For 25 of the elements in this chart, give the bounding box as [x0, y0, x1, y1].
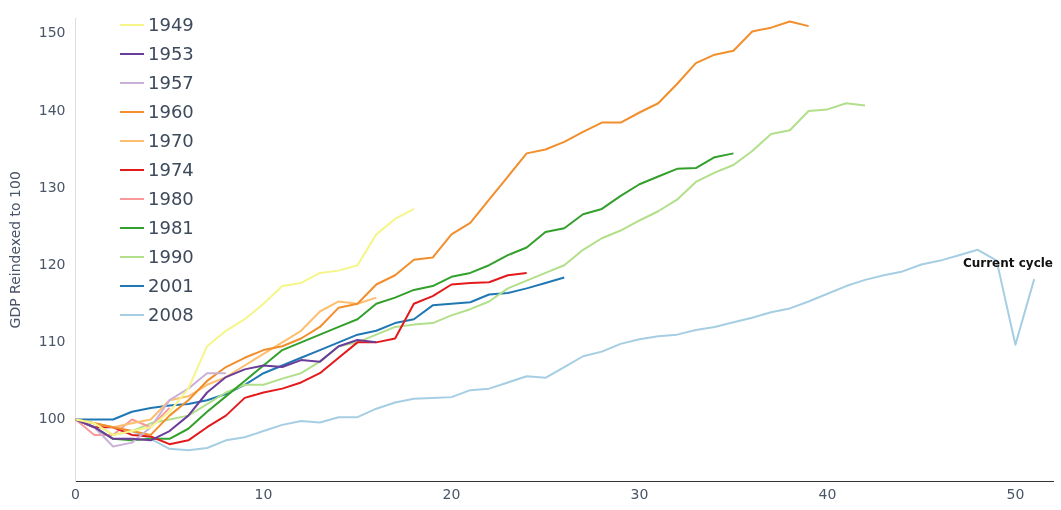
legend-label: 1960 — [148, 101, 194, 122]
legend-label: 1949 — [148, 14, 194, 35]
legend-label: 2008 — [148, 304, 194, 325]
y-tick-label: 150 — [38, 24, 66, 41]
legend-label: 1990 — [148, 246, 194, 267]
legend-label: 1981 — [148, 217, 194, 238]
annotation: Current cycle — [962, 256, 1054, 271]
legend-label: 1980 — [148, 188, 194, 209]
legend-label: 1953 — [148, 43, 194, 64]
x-tick-label: 40 — [818, 486, 837, 503]
y-axis-title: GDP Reindexed to 100 — [7, 171, 24, 329]
x-tick-label: 10 — [254, 486, 273, 503]
y-tick-label: 140 — [38, 101, 66, 118]
legend-label: 1974 — [148, 159, 194, 180]
x-tick-label: 30 — [630, 486, 649, 503]
y-tick-label: 130 — [38, 178, 66, 195]
y-tick-label: 100 — [38, 410, 66, 427]
legend-label: 1970 — [148, 130, 194, 151]
x-tick-label: 50 — [1006, 486, 1025, 503]
y-tick-label: 120 — [38, 255, 66, 272]
legend-label: 1957 — [148, 72, 194, 93]
x-tick-label: 20 — [442, 486, 461, 503]
y-tick-label: 110 — [38, 333, 66, 349]
x-tick-label: 0 — [71, 486, 80, 503]
legend-label: 2001 — [148, 275, 194, 296]
